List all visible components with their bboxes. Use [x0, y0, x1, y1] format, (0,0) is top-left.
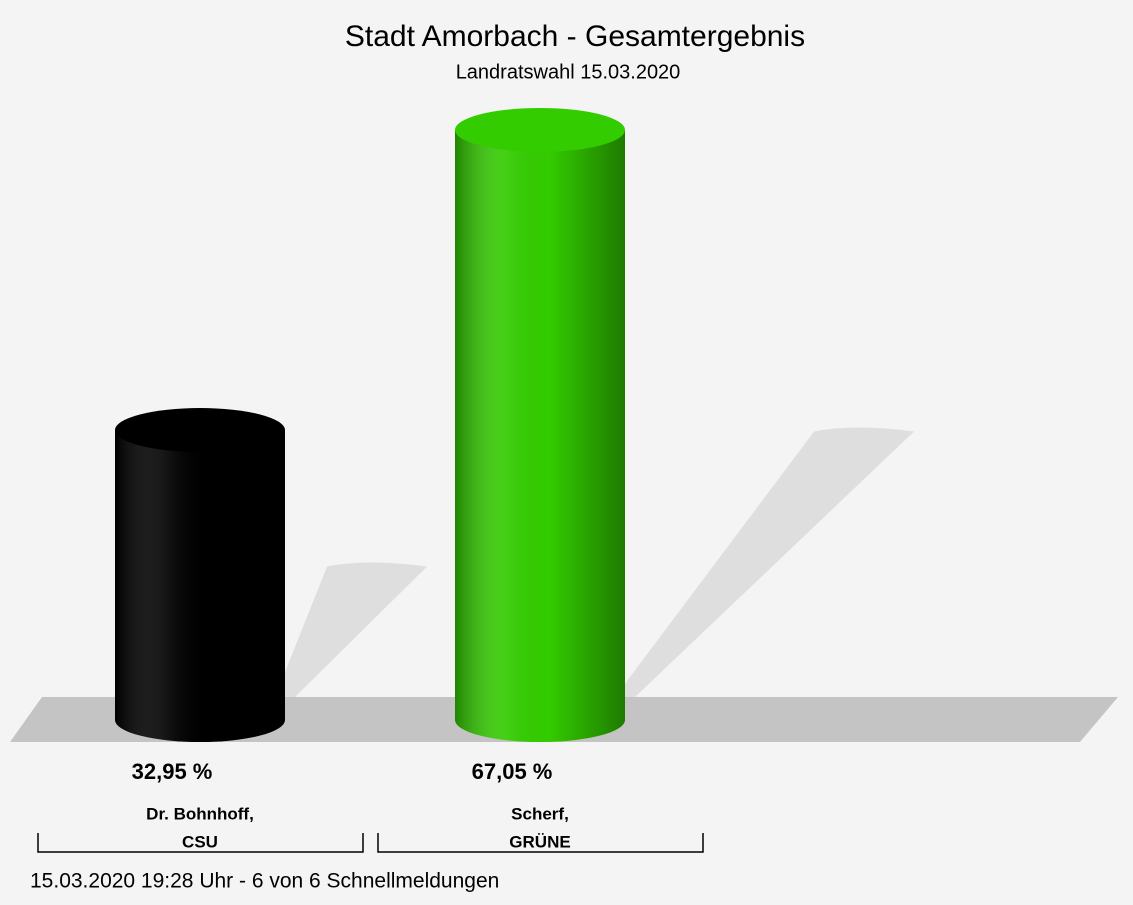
category-label: GRÜNE	[509, 832, 570, 851]
category-label: Scherf,	[511, 804, 569, 823]
bar-top	[115, 408, 285, 453]
bar-top	[455, 107, 625, 152]
value-label: 67,05 %	[472, 759, 553, 784]
footnote: 15.03.2020 19:28 Uhr - 6 von 6 Schnellme…	[30, 870, 499, 893]
value-label: 32,95 %	[132, 759, 213, 784]
bar-shading	[455, 129, 625, 742]
chart-subtitle: Landratswahl 15.03.2020	[456, 61, 681, 83]
chart-title: Stadt Amorbach - Gesamtergebnis	[345, 20, 805, 53]
bar-shadow	[275, 562, 428, 697]
category-label: Dr. Bohnhoff,	[146, 804, 254, 823]
bars	[115, 107, 625, 742]
category-bracket	[37, 833, 364, 853]
shadows	[275, 427, 915, 697]
bar-shadow	[615, 427, 915, 697]
bar-shading	[115, 430, 285, 742]
category-bracket	[377, 833, 704, 853]
category-label: CSU	[182, 832, 218, 851]
